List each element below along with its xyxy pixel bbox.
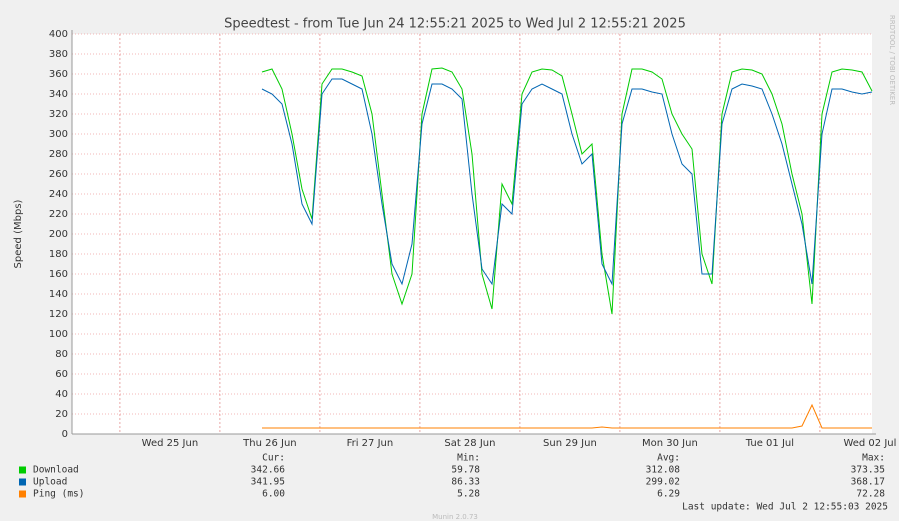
chart-title: Speedtest - from Tue Jun 24 12:55:21 202… — [224, 17, 686, 32]
legend-label: Upload — [33, 477, 67, 488]
legend-header: Min: — [457, 453, 480, 464]
x-tick-label: Thu 26 Jun — [242, 438, 297, 449]
y-tick-label: 400 — [49, 29, 68, 40]
legend-value: 312.08 — [646, 465, 681, 476]
y-tick-label: 300 — [49, 129, 68, 140]
series-line — [261, 67, 873, 315]
x-tick-label: Sat 28 Jun — [444, 438, 495, 449]
legend-value: 5.28 — [457, 489, 480, 500]
y-tick-label: 240 — [49, 189, 68, 200]
legend-header: Avg: — [657, 453, 680, 464]
x-tick-label: Fri 27 Jun — [347, 438, 394, 449]
y-tick-label: 380 — [49, 49, 68, 60]
legend-value: 86.33 — [451, 477, 480, 488]
y-tick-label: 180 — [49, 249, 68, 260]
legend-header: Max: — [862, 453, 885, 464]
x-tick-label: Tue 01 Jul — [745, 438, 794, 449]
legend-value: 373.35 — [851, 465, 885, 476]
last-update: Last update: Wed Jul 2 12:55:03 2025 — [682, 502, 888, 513]
footer: Munin 2.0.73 — [432, 513, 478, 521]
legend-value: 72.28 — [856, 489, 885, 500]
y-tick-label: 20 — [55, 409, 68, 420]
y-tick-label: 220 — [49, 209, 68, 220]
y-tick-label: 280 — [49, 149, 68, 160]
x-tick-label: Wed 25 Jun — [142, 438, 199, 449]
legend-swatch — [19, 490, 26, 498]
legend-header: Cur: — [262, 453, 285, 464]
legend-label: Download — [33, 465, 79, 476]
legend-value: 59.78 — [451, 465, 480, 476]
series-line — [262, 403, 872, 429]
y-tick-label: 140 — [49, 289, 68, 300]
y-tick-label: 360 — [49, 69, 68, 80]
legend-value: 6.29 — [657, 489, 680, 500]
legend-value: 341.95 — [251, 477, 285, 488]
legend-value: 299.02 — [646, 477, 680, 488]
y-tick-label: 120 — [49, 309, 68, 320]
y-tick-label: 260 — [49, 169, 68, 180]
y-tick-label: 80 — [55, 349, 68, 360]
x-tick-label: Mon 30 Jun — [642, 438, 698, 449]
y-tick-label: 100 — [49, 329, 68, 340]
y-tick-label: 160 — [49, 269, 68, 280]
x-tick-label: Wed 02 Jul — [843, 438, 896, 449]
series-line — [261, 78, 873, 286]
y-tick-label: 340 — [49, 89, 68, 100]
y-tick-label: 60 — [55, 369, 68, 380]
legend-swatch — [19, 466, 26, 474]
legend-swatch — [19, 478, 26, 486]
y-tick-label: 200 — [49, 229, 68, 240]
legend-value: 368.17 — [851, 477, 885, 488]
y-tick-label: 320 — [49, 109, 68, 120]
x-tick-label: Sun 29 Jun — [543, 438, 597, 449]
side-text: RRDTOOL / TOBI OETIKER — [888, 15, 896, 105]
y-tick-label: 40 — [55, 389, 68, 400]
legend-value: 342.66 — [251, 465, 286, 476]
legend-label: Ping (ms) — [33, 489, 84, 500]
legend-value: 6.00 — [262, 489, 285, 500]
y-axis-label: Speed (Mbps) — [13, 199, 24, 268]
y-tick-label: 0 — [62, 429, 68, 440]
